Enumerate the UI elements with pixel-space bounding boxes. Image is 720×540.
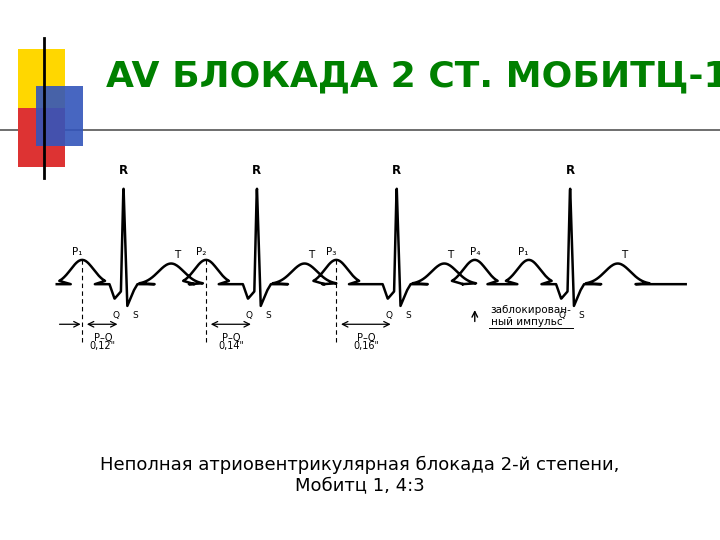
Text: Q: Q <box>246 311 253 320</box>
Text: R: R <box>565 164 575 177</box>
Text: Неполная атриовентрикулярная блокада 2-й степени,
Мобитц 1, 4:3: Неполная атриовентрикулярная блокада 2-й… <box>100 456 620 495</box>
Text: T: T <box>174 250 181 260</box>
Text: R: R <box>119 164 128 177</box>
Text: AV БЛОКАДА 2 СТ. МОБИТЦ-1: AV БЛОКАДА 2 СТ. МОБИТЦ-1 <box>107 59 720 93</box>
Text: Q: Q <box>559 311 566 320</box>
Text: S: S <box>132 311 138 320</box>
Text: T: T <box>447 250 454 260</box>
Bar <box>18 108 65 167</box>
Text: Q: Q <box>385 311 392 320</box>
Text: Q: Q <box>112 311 120 320</box>
Text: P₄: P₄ <box>469 247 480 258</box>
Text: R: R <box>392 164 401 177</box>
Text: P₃: P₃ <box>326 247 336 258</box>
Text: заблокирован-
ный импульс: заблокирован- ный импульс <box>490 305 572 327</box>
Text: P₁: P₁ <box>72 247 82 258</box>
Text: 0,12": 0,12" <box>90 341 116 352</box>
Text: P–Q: P–Q <box>222 333 240 343</box>
Text: T: T <box>621 250 627 260</box>
Bar <box>36 86 83 146</box>
Text: S: S <box>405 311 411 320</box>
Text: P–Q: P–Q <box>94 333 112 343</box>
Text: S: S <box>266 311 271 320</box>
Text: P₁: P₁ <box>518 247 528 258</box>
Text: P₂: P₂ <box>196 247 206 258</box>
Text: R: R <box>252 164 261 177</box>
Text: 0,14": 0,14" <box>218 341 245 352</box>
Bar <box>18 49 65 108</box>
Text: S: S <box>579 311 585 320</box>
Text: 0,16": 0,16" <box>354 341 379 352</box>
Text: P–Q: P–Q <box>357 333 376 343</box>
Text: T: T <box>307 250 314 260</box>
